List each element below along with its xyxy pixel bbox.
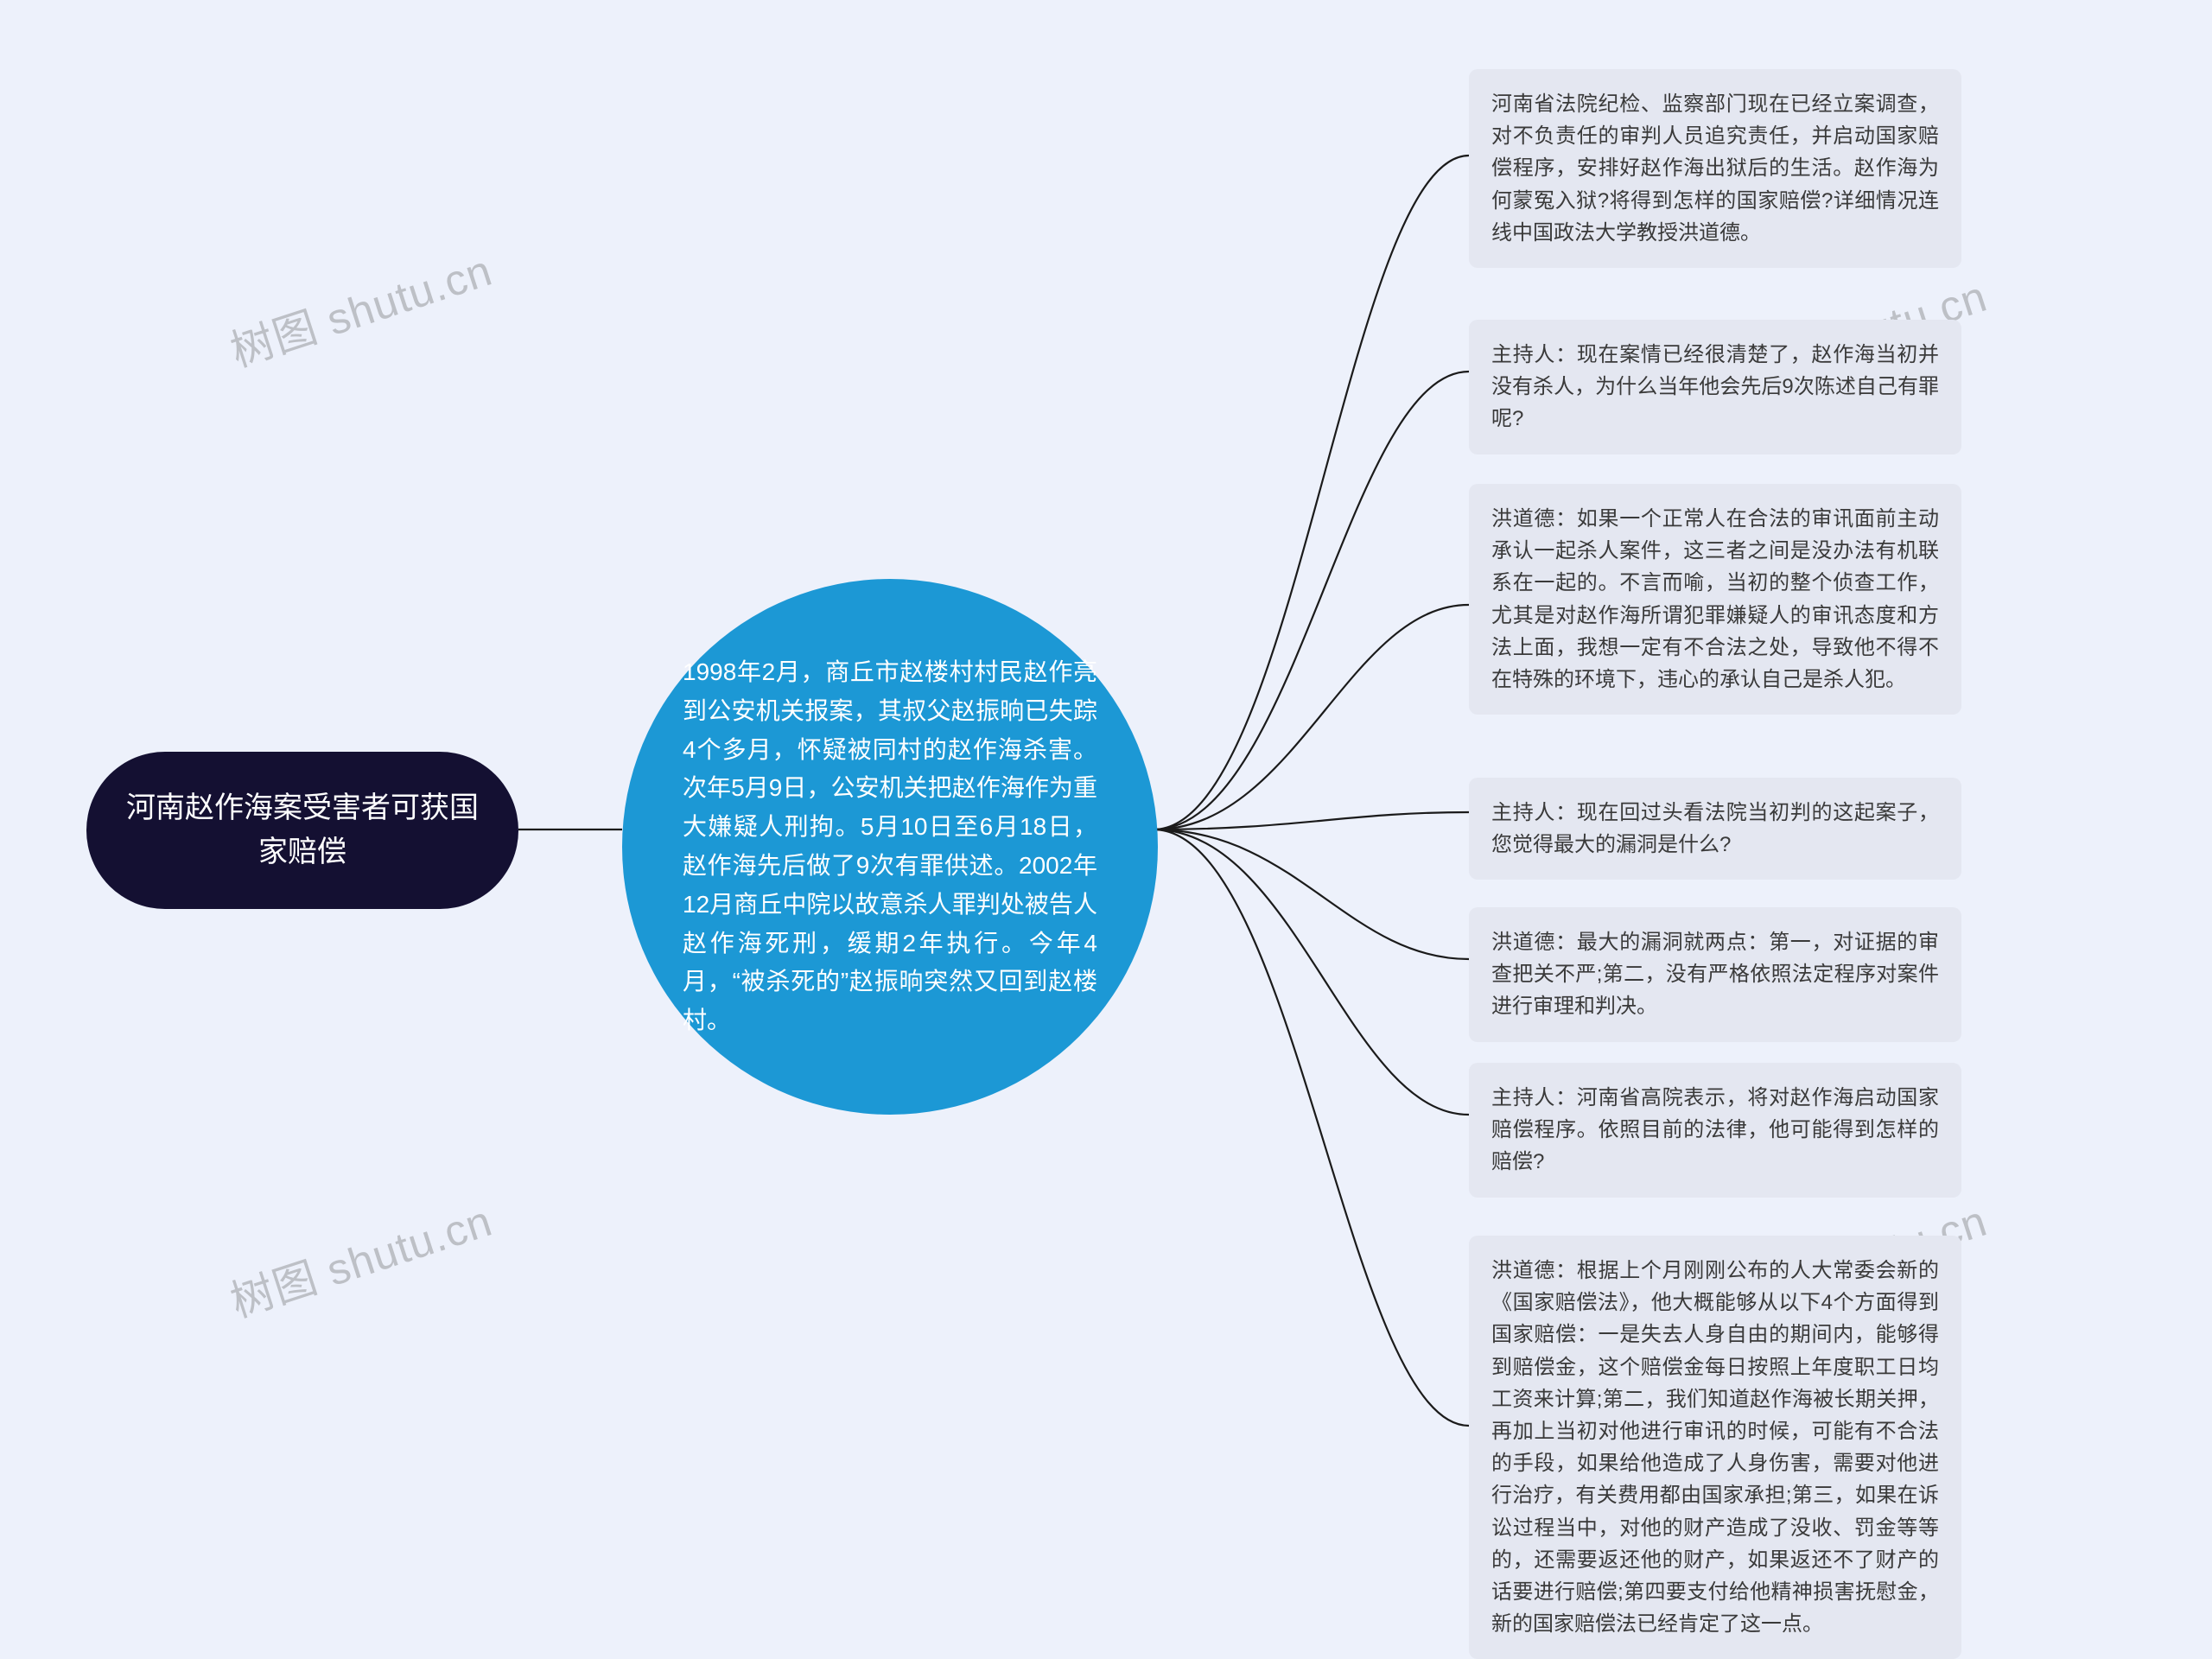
leaf-text: 主持人：河南省高院表示，将对赵作海启动国家赔偿程序。依照目前的法律，他可能得到怎… xyxy=(1491,1086,1939,1173)
edge-mid-leaf-4 xyxy=(1154,830,1469,959)
leaf-text: 洪道德：如果一个正常人在合法的审讯面前主动承认一起杀人案件，这三者之间是没办法有… xyxy=(1491,507,1939,691)
edge-mid-leaf-2 xyxy=(1154,605,1469,830)
mindmap-leaf-node[interactable]: 主持人：河南省高院表示，将对赵作海启动国家赔偿程序。依照目前的法律，他可能得到怎… xyxy=(1469,1063,1961,1198)
mindmap-leaf-node[interactable]: 洪道德：根据上个月刚刚公布的人大常委会新的《国家赔偿法》，他大概能够从以下4个方… xyxy=(1469,1236,1961,1659)
root-text: 河南赵作海案受害者可获国家赔偿 xyxy=(126,791,479,868)
mindmap-leaf-node[interactable]: 洪道德：如果一个正常人在合法的审讯面前主动承认一起杀人案件，这三者之间是没办法有… xyxy=(1469,484,1961,715)
watermark: 树图 shutu.cn xyxy=(222,1186,499,1329)
mindmap-leaf-node[interactable]: 河南省法院纪检、监察部门现在已经立案调查，对不负责任的审判人员追究责任，并启动国… xyxy=(1469,69,1961,268)
mindmap-leaf-node[interactable]: 主持人：现在回过头看法院当初判的这起案子，您觉得最大的漏洞是什么? xyxy=(1469,778,1961,880)
mindmap-leaf-node[interactable]: 洪道德：最大的漏洞就两点：第一，对证据的审查把关不严;第二，没有严格依照法定程序… xyxy=(1469,907,1961,1042)
edge-mid-leaf-3 xyxy=(1154,812,1469,830)
mid-text: 1998年2月，商丘市赵楼村村民赵作亮到公安机关报案，其叔父赵振晌已失踪4个多月… xyxy=(683,653,1097,1040)
edge-mid-leaf-1 xyxy=(1154,372,1469,830)
mindmap-leaf-node[interactable]: 主持人：现在案情已经很清楚了，赵作海当初并没有杀人，为什么当年他会先后9次陈述自… xyxy=(1469,320,1961,454)
mindmap-mid-node[interactable]: 1998年2月，商丘市赵楼村村民赵作亮到公安机关报案，其叔父赵振晌已失踪4个多月… xyxy=(622,579,1158,1115)
leaf-text: 洪道德：根据上个月刚刚公布的人大常委会新的《国家赔偿法》，他大概能够从以下4个方… xyxy=(1491,1259,1939,1636)
leaf-text: 河南省法院纪检、监察部门现在已经立案调查，对不负责任的审判人员追究责任，并启动国… xyxy=(1491,92,1939,245)
watermark: 树图 shutu.cn xyxy=(222,236,499,378)
edge-mid-leaf-0 xyxy=(1154,156,1469,830)
leaf-text: 洪道德：最大的漏洞就两点：第一，对证据的审查把关不严;第二，没有严格依照法定程序… xyxy=(1491,931,1939,1018)
mindmap-root-node[interactable]: 河南赵作海案受害者可获国家赔偿 xyxy=(86,752,518,909)
edge-mid-leaf-6 xyxy=(1154,830,1469,1426)
leaf-text: 主持人：现在回过头看法院当初判的这起案子，您觉得最大的漏洞是什么? xyxy=(1491,801,1939,856)
leaf-text: 主持人：现在案情已经很清楚了，赵作海当初并没有杀人，为什么当年他会先后9次陈述自… xyxy=(1491,343,1939,430)
edge-mid-leaf-5 xyxy=(1154,830,1469,1115)
